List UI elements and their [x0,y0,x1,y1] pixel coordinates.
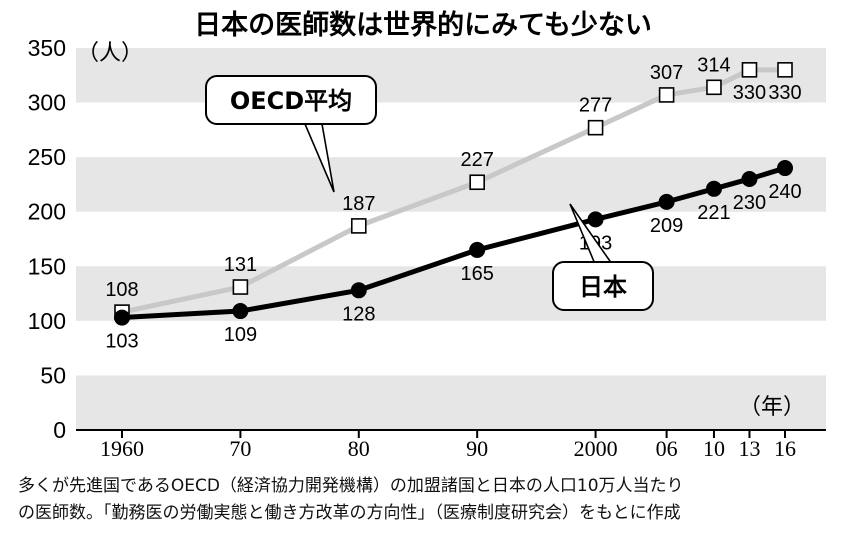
x-tick-label-90: 90 [466,436,488,461]
grid-bands [76,48,826,430]
japan-point-16 [777,160,793,177]
oecd-point-10 [706,79,722,96]
legend-oecd-label: OECD平均 [230,87,352,115]
series-japan: 103109128165193209221230240 [105,160,802,353]
y-tick-label-200: 200 [28,199,66,225]
y-tick-label-350: 350 [28,35,66,61]
japan-value-label-90: 165 [460,263,493,285]
oecd-point-06 [658,87,675,103]
x-axis-unit: （年） [739,395,805,420]
chart-title: 日本の医師数は世界的にみても少ない [194,9,652,41]
y-axis-unit: （人） [77,41,143,66]
y-tick-label-100: 100 [28,308,66,334]
y-tick-label-300: 300 [28,90,66,116]
oecd-value-label-80: 187 [342,193,375,215]
japan-point-13 [741,170,758,187]
x-tick-label-06: 06 [656,436,678,461]
oecd-value-label-10: 314 [697,54,730,76]
japan-point-06 [658,193,675,210]
legend-japan-box [552,261,654,311]
legend-japan-callout: 日本 [552,203,654,311]
oecd-point-90 [469,174,485,191]
oecd-value-label-70: 131 [224,254,257,276]
legend-oecd-callout: OECD平均 [205,75,377,193]
x-tick-label-13: 13 [738,436,760,461]
oecd-value-label-16: 330 [768,82,801,104]
legend-japan-label: 日本 [579,273,627,301]
japan-value-label-1960: 103 [105,331,138,353]
oecd-point-16 [777,62,793,78]
japan-value-label-06: 209 [650,215,683,237]
oecd-point-13 [741,62,758,78]
x-axis-ticks: 1960 70 80 90 2000 06 10 13 16 [100,430,796,461]
japan-point-90 [469,241,486,258]
japan-point-10 [705,180,722,197]
japan-value-label-70: 109 [224,324,257,346]
legend-oecd-pointer [304,123,335,193]
x-tick-label-80: 80 [348,436,370,461]
oecd-point-80 [350,218,367,234]
x-tick-label-2000: 2000 [574,436,618,461]
oecd-value-label-06: 307 [650,62,683,84]
grid-band-1 [76,157,826,212]
x-tick-label-16: 16 [774,436,796,461]
oecd-value-label-2000: 277 [579,95,612,117]
legend-japan-pointer [569,203,613,265]
japan-value-label-80: 128 [342,303,375,325]
japan-point-1960 [114,309,130,326]
y-tick-label-150: 150 [28,253,66,279]
oecd-point-70 [232,279,249,295]
oecd-value-label-1960: 108 [105,279,138,301]
grid-band-0 [76,48,826,103]
oecd-value-label-90: 227 [460,149,493,171]
x-tick-label-10: 10 [703,436,725,461]
y-axis-ticks: 0 50 100 150 200 250 300 350 [28,35,66,443]
y-tick-label-50: 50 [40,362,66,388]
grid-band-3 [76,375,826,430]
source-note-line-2: の医師数。「勤務医の労働実態と働き方改革の方向性」（医療制度研究会）をもとに作成 [18,503,681,523]
oecd-point-2000 [587,119,604,136]
japan-point-2000 [587,211,604,228]
y-tick-label-250: 250 [28,144,66,170]
japan-point-70 [232,303,249,320]
legend-oecd-box [205,75,377,125]
y-tick-label-0: 0 [53,417,66,443]
japan-value-label-16: 240 [768,181,801,203]
source-note-line-1: 多くが先進国であるOECD（経済協力開発機構）の加盟諸国と日本の人口10万人当た… [18,476,684,496]
japan-value-label-13: 230 [733,192,766,214]
x-tick-label-1960: 1960 [100,436,144,461]
japan-value-label-10: 221 [697,202,730,224]
oecd-value-label-13: 330 [733,82,766,104]
x-tick-label-70: 70 [229,436,251,461]
japan-point-80 [350,282,367,299]
